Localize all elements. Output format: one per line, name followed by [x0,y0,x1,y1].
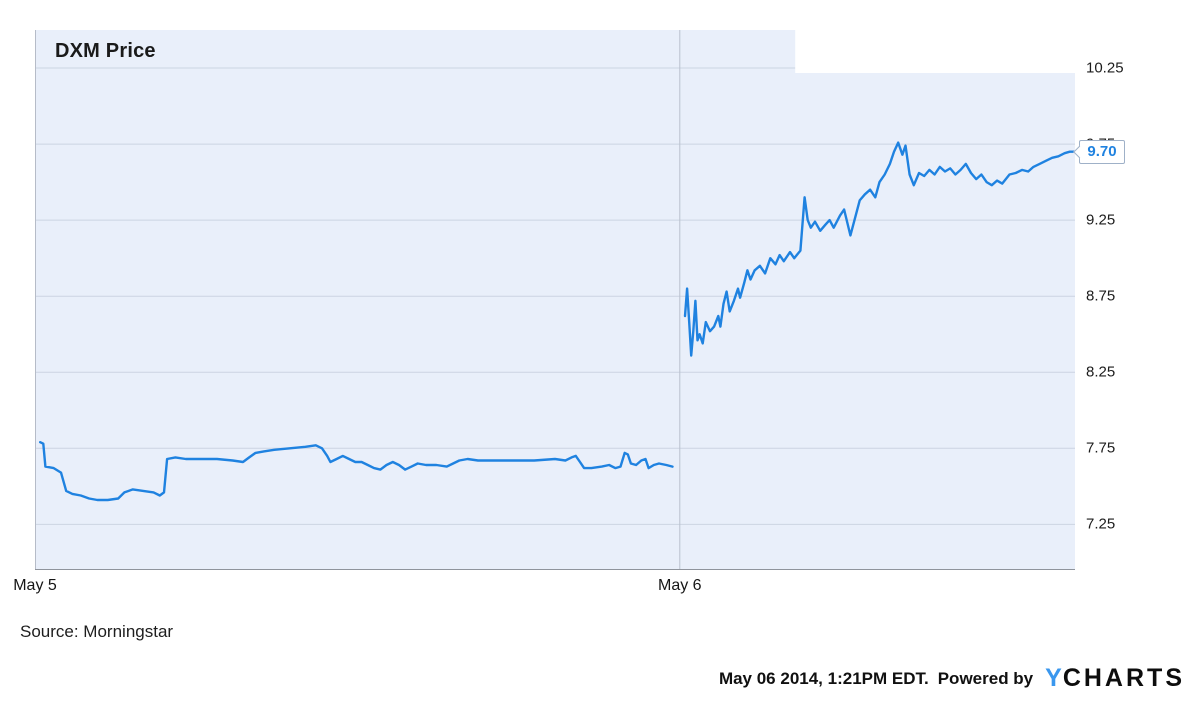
ycharts-logo: Y CHARTS [1045,666,1185,691]
price-line-chart-svg [35,30,1075,570]
source-attribution: Source: Morningstar [20,622,174,641]
x-axis-tick-label: May 5 [13,577,57,594]
ycharts-logo-text: CHARTS [1062,664,1185,692]
current-price-tag: 9.70 [1079,139,1125,164]
y-axis-tick-label: 10.25 [1086,59,1124,77]
y-axis-tick-label: 7.75 [1086,439,1116,457]
current-price-value: 9.70 [1087,143,1117,161]
footer-attribution: May 06 2014, 1:21PM EDT. Powered by Y CH… [719,666,1185,691]
x-axis-tick-label: May 6 [658,577,702,594]
chart-title: DXM Price [55,40,156,62]
footer-timestamp: May 06 2014, 1:21PM EDT. [718,668,929,688]
ycharts-logo-y-icon: Y [1045,664,1063,692]
y-axis-tick-label: 9.25 [1086,211,1116,229]
y-axis-tick-label: 7.25 [1086,515,1116,533]
y-axis-tick-label: 8.25 [1086,363,1116,381]
y-axis-tick-label: 8.75 [1086,287,1116,305]
chart-plot-area: DXM Price [35,30,1075,570]
powered-by-label: Powered by [937,668,1034,688]
